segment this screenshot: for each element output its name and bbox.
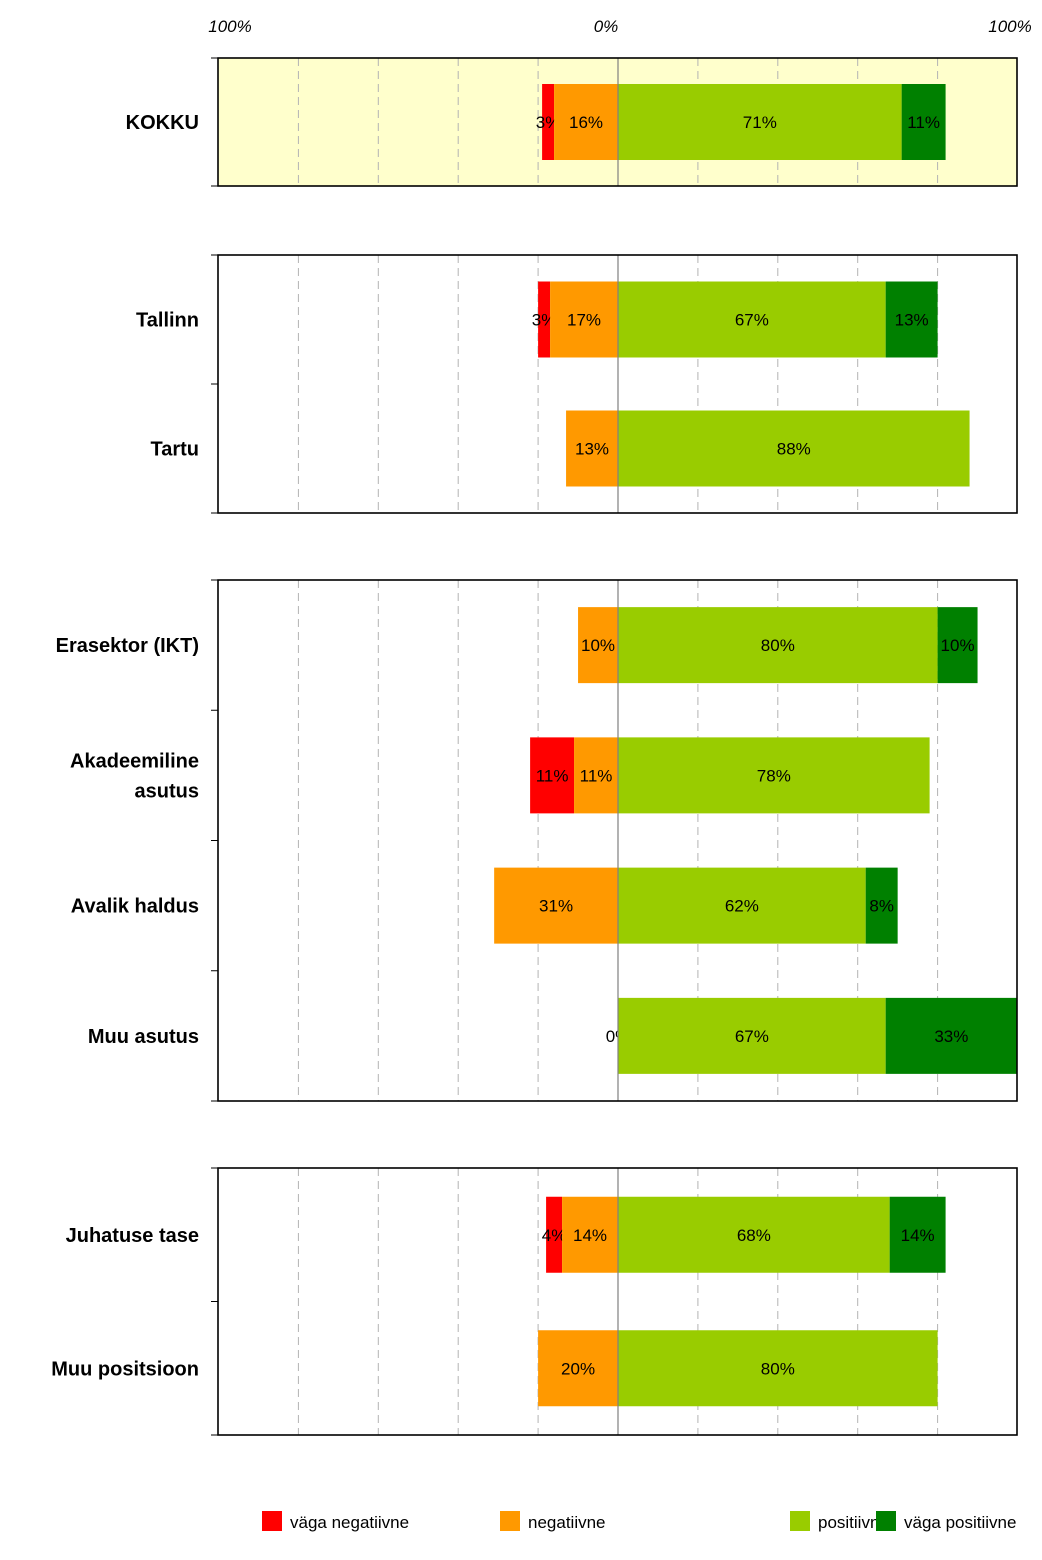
data-label: 80% bbox=[761, 636, 795, 655]
data-label: 17% bbox=[567, 311, 601, 330]
data-label: 14% bbox=[573, 1226, 607, 1245]
category-label: Muu positsioon bbox=[51, 1358, 199, 1380]
top-axis-label: 100% bbox=[208, 17, 251, 36]
category-label: asutus bbox=[135, 780, 199, 802]
bar-vaga-negatiivne bbox=[530, 737, 575, 814]
bar-vaga-positiivne bbox=[885, 281, 938, 358]
bar-negatiivne bbox=[566, 410, 618, 487]
category-label: Muu asutus bbox=[88, 1026, 199, 1048]
bar-vaga-positiivne bbox=[889, 1196, 946, 1273]
data-label: 67% bbox=[735, 311, 769, 330]
legend-label: negatiivne bbox=[528, 1513, 606, 1532]
bar-vaga-positiivne bbox=[865, 867, 898, 944]
bar-negatiivne bbox=[578, 607, 618, 684]
data-label: 68% bbox=[737, 1226, 771, 1245]
category-label: KOKKU bbox=[126, 112, 199, 134]
category-label: Juhatuse tase bbox=[66, 1225, 199, 1247]
data-label: 11% bbox=[536, 766, 569, 785]
data-label: 4% bbox=[542, 1226, 567, 1245]
bar-negatiivne bbox=[554, 84, 618, 160]
bar-vaga-positiivne bbox=[901, 84, 946, 160]
data-label: 16% bbox=[569, 113, 603, 132]
data-label: 11% bbox=[907, 113, 940, 132]
bar-vaga-positiivne bbox=[937, 607, 978, 684]
data-label: 8% bbox=[869, 897, 894, 916]
data-label: 11% bbox=[580, 766, 613, 785]
bar-positiivne bbox=[618, 997, 886, 1074]
bar-negatiivne bbox=[538, 1330, 618, 1407]
bar-positiivne bbox=[618, 737, 930, 814]
legend-swatch-positiivne bbox=[790, 1511, 810, 1531]
data-label: 10% bbox=[581, 636, 615, 655]
data-label: 33% bbox=[934, 1027, 968, 1046]
bar-positiivne bbox=[618, 1196, 890, 1273]
legend-label: väga positiivne bbox=[904, 1513, 1016, 1532]
legend-label: väga negatiivne bbox=[290, 1513, 409, 1532]
data-label: 14% bbox=[901, 1226, 935, 1245]
top-axis-label: 100% bbox=[988, 17, 1031, 36]
bar-negatiivne bbox=[494, 867, 618, 944]
data-label: 62% bbox=[725, 897, 759, 916]
data-label: 31% bbox=[539, 897, 573, 916]
category-label: Tallinn bbox=[136, 310, 199, 332]
data-label: 13% bbox=[895, 311, 929, 330]
bar-vaga-negatiivne bbox=[538, 281, 551, 358]
category-label: Tartu bbox=[150, 439, 199, 461]
category-label: Akadeemiline bbox=[70, 750, 199, 772]
bar-positiivne bbox=[618, 281, 886, 358]
bar-vaga-negatiivne bbox=[542, 84, 555, 160]
bar-positiivne bbox=[618, 410, 970, 487]
bar-positiivne bbox=[618, 1330, 938, 1407]
data-label: 10% bbox=[941, 636, 975, 655]
data-label: 78% bbox=[757, 766, 791, 785]
category-label: Erasektor (IKT) bbox=[56, 635, 199, 657]
category-label: Avalik haldus bbox=[71, 896, 199, 918]
legend-swatch-negatiivne bbox=[500, 1511, 520, 1531]
data-label: 13% bbox=[575, 440, 609, 459]
legend-swatch-vaga-negatiivne bbox=[262, 1511, 282, 1531]
data-label: 88% bbox=[777, 440, 811, 459]
bar-negatiivne bbox=[574, 737, 618, 814]
bar-negatiivne bbox=[562, 1196, 618, 1273]
data-label: 71% bbox=[743, 113, 777, 132]
data-label: 20% bbox=[561, 1359, 595, 1378]
bar-positiivne bbox=[618, 607, 938, 684]
bar-vaga-negatiivne bbox=[546, 1196, 563, 1273]
data-label: 80% bbox=[761, 1359, 795, 1378]
legend-label: positiivne bbox=[818, 1513, 889, 1532]
bar-negatiivne bbox=[550, 281, 618, 358]
data-label: 67% bbox=[735, 1027, 769, 1046]
top-axis-label: 0% bbox=[594, 17, 619, 36]
legend-swatch-vaga-positiivne bbox=[876, 1511, 896, 1531]
bar-vaga-positiivne bbox=[885, 997, 1017, 1074]
bar-positiivne bbox=[618, 84, 902, 160]
bar-positiivne bbox=[618, 867, 866, 944]
panel-border bbox=[217, 57, 1018, 187]
